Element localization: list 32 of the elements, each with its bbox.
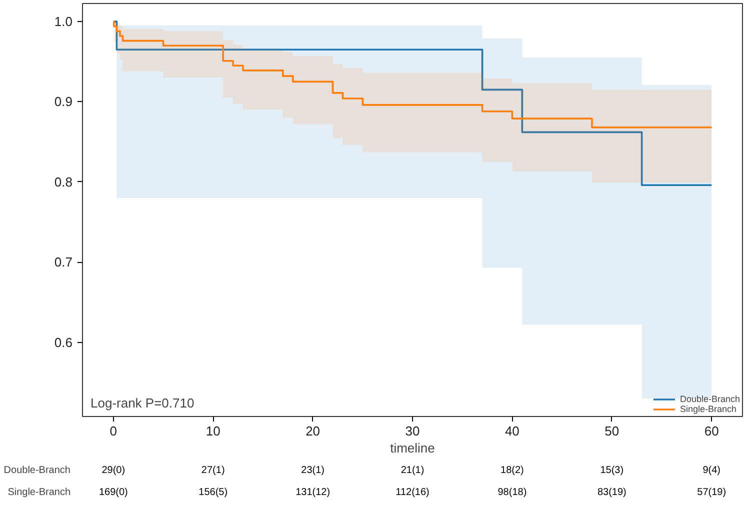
x-tick-label: 0	[110, 424, 118, 438]
x-tick-label: 30	[405, 424, 420, 438]
text: Double-Branch	[4, 465, 71, 476]
y-tick-label: 1.0	[54, 14, 73, 30]
annotation: Log-rank P=0.710	[90, 396, 194, 410]
x-tick-label: 60	[704, 424, 719, 438]
legend-label: Single-Branch	[680, 404, 736, 414]
x-tick-label: 50	[604, 424, 620, 438]
text: 15(3)	[600, 465, 624, 476]
text: 169(0)	[98, 486, 128, 498]
text: 131(12)	[296, 486, 330, 498]
x-axis-title: timeline	[390, 440, 435, 456]
text: 57(19)	[697, 486, 726, 498]
x-tick-label: 20	[306, 424, 320, 438]
text: 27(1)	[201, 465, 225, 476]
text: 98(18)	[498, 486, 527, 498]
x-tick-label: 40	[504, 424, 520, 438]
y-tick-label: 0.7	[54, 254, 73, 270]
text: 112(16)	[396, 486, 430, 498]
text: 83(19)	[597, 486, 626, 498]
y-tick-label: 0.8	[54, 174, 73, 190]
text: 23(1)	[301, 465, 324, 476]
legend-label: Double-Branch	[680, 394, 740, 404]
text: 9(4)	[702, 465, 720, 476]
text: Single-Branch	[8, 486, 70, 498]
x-tick-label: 10	[206, 424, 220, 438]
text: 156(5)	[198, 486, 228, 498]
text: 29(0)	[102, 465, 126, 476]
y-tick-label: 0.9	[54, 94, 73, 110]
text: 18(2)	[500, 465, 524, 476]
text: 21(1)	[400, 465, 424, 476]
y-tick-label: 0.6	[54, 334, 73, 350]
